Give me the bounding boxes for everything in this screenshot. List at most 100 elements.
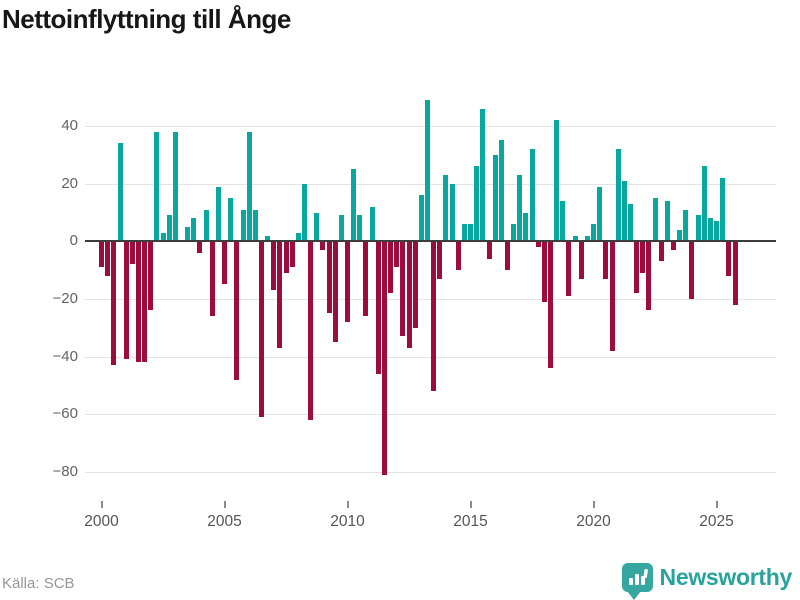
bar — [388, 241, 394, 294]
bar — [412, 241, 418, 328]
bar — [123, 241, 129, 360]
bar — [658, 241, 664, 262]
bar — [357, 215, 363, 242]
bar — [523, 212, 529, 242]
bar — [535, 241, 541, 248]
bar — [277, 241, 283, 348]
bar — [560, 200, 566, 242]
x-axis-tick-label: 2000 — [84, 513, 119, 530]
x-axis-tick-label: 2020 — [576, 513, 611, 530]
bar — [597, 186, 603, 242]
bar — [695, 215, 701, 242]
gridline — [85, 126, 776, 127]
y-axis-tick-label: −60 — [52, 405, 78, 423]
bar — [707, 218, 713, 242]
bar — [320, 241, 326, 250]
bar — [129, 241, 135, 265]
bar — [640, 241, 646, 273]
bar — [591, 224, 596, 242]
bar — [677, 229, 683, 242]
bar — [517, 175, 523, 242]
bar — [302, 183, 307, 242]
bar — [572, 235, 578, 242]
bar — [222, 241, 227, 285]
y-axis-tick-label: −20 — [52, 290, 78, 307]
newsworthy-logo[interactable]: Newsworthy — [621, 563, 792, 600]
bar — [209, 241, 215, 317]
x-axis-tick-label: 2015 — [453, 513, 488, 530]
bar — [455, 241, 461, 271]
bar — [252, 209, 258, 242]
y-axis-tick-label: 0 — [69, 232, 78, 250]
bar — [504, 241, 510, 271]
bar — [326, 241, 332, 314]
x-axis-tick — [346, 501, 349, 508]
bar — [461, 224, 467, 242]
bar — [529, 149, 535, 242]
bar — [584, 235, 590, 242]
bar — [338, 215, 344, 242]
bar — [603, 241, 609, 279]
x-axis-tick — [715, 501, 718, 508]
bar — [541, 241, 547, 302]
bar — [375, 241, 381, 374]
bar — [265, 235, 271, 242]
bar — [548, 241, 553, 369]
bar — [381, 241, 387, 475]
bar — [498, 140, 504, 242]
bar — [480, 108, 486, 242]
bar — [172, 131, 178, 242]
x-axis-tick — [592, 501, 595, 508]
bar — [105, 241, 111, 276]
chart-title: Nettoinflyttning till Ånge — [2, 4, 291, 34]
bar — [468, 224, 473, 242]
x-axis-tick — [469, 501, 472, 508]
y-axis-tick-label: −80 — [52, 463, 78, 480]
x-axis-tick-label: 2010 — [330, 513, 365, 530]
y-axis-tick-label: 20 — [61, 174, 78, 192]
bar — [689, 241, 695, 299]
bar — [406, 241, 412, 348]
gridline — [85, 472, 776, 473]
bar — [443, 175, 449, 242]
gridline — [85, 299, 776, 300]
bar — [425, 100, 430, 242]
bar — [314, 212, 320, 242]
bar — [474, 166, 480, 242]
bar — [609, 241, 615, 351]
bar — [683, 209, 689, 242]
bar — [566, 241, 572, 297]
bar — [99, 241, 104, 268]
bar — [652, 198, 658, 242]
bar — [437, 241, 443, 279]
gridline — [85, 183, 776, 185]
bar — [394, 241, 400, 268]
y-axis-tick-label: −40 — [52, 347, 78, 365]
bar — [228, 198, 234, 242]
bar-chart-pin-icon — [621, 563, 653, 600]
bar — [234, 241, 240, 380]
bar — [578, 241, 584, 279]
bar — [240, 209, 246, 242]
bar — [732, 241, 738, 305]
bar — [160, 232, 166, 242]
bar — [634, 241, 640, 294]
gridline — [85, 356, 776, 358]
bar — [203, 209, 209, 242]
bar — [117, 143, 123, 242]
x-axis-tick-label: 2005 — [207, 513, 242, 530]
bar — [726, 241, 732, 276]
bar — [351, 169, 357, 242]
bar — [671, 241, 676, 250]
bar — [646, 241, 652, 311]
bar — [449, 183, 455, 242]
bar — [271, 241, 277, 291]
bar — [714, 221, 719, 242]
bar — [345, 241, 350, 322]
bar — [431, 241, 437, 392]
bar — [166, 215, 172, 242]
bar — [295, 232, 301, 242]
bar — [289, 241, 295, 268]
bar — [554, 120, 560, 242]
